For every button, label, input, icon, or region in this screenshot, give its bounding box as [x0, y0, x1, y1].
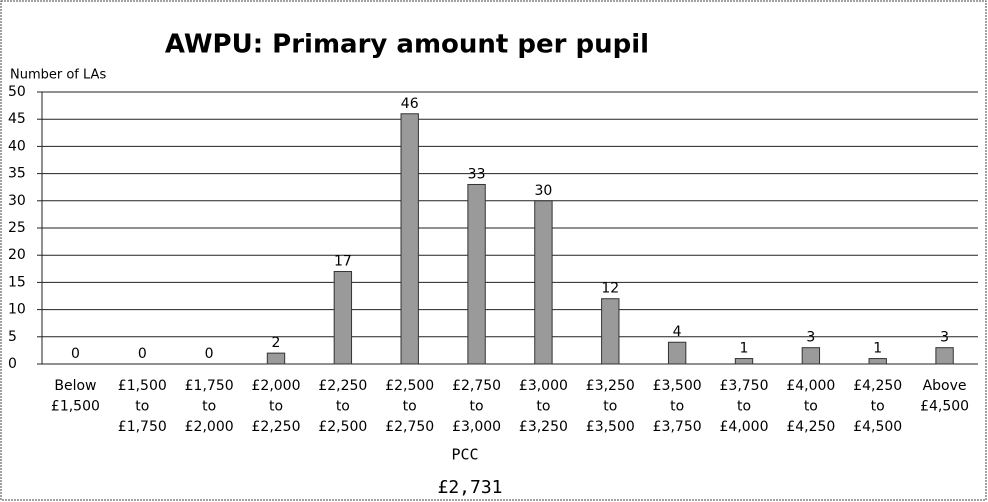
y-tick-label: 20	[8, 247, 26, 263]
x-tick-label: to	[804, 399, 818, 415]
x-tick-label: £2,500	[385, 378, 434, 394]
x-tick-label: Below	[54, 378, 96, 394]
bar	[534, 200, 553, 365]
x-tick-label: £1,750	[185, 378, 234, 394]
data-label: 33	[468, 166, 486, 182]
y-tick-label: 15	[8, 274, 26, 290]
data-label: 12	[601, 281, 619, 297]
data-label: 0	[205, 346, 214, 362]
y-tick-label: 30	[8, 193, 26, 209]
y-tick-label: 25	[8, 220, 26, 236]
bar	[467, 183, 486, 365]
x-tick-label: £4,500	[920, 399, 969, 415]
x-tick-label: £2,000	[185, 419, 234, 435]
data-label: 30	[535, 183, 553, 199]
x-tick-label: £3,000	[452, 419, 501, 435]
annotation: PCC	[451, 446, 478, 464]
y-tick-label: 35	[8, 166, 26, 182]
x-tick-label: to	[737, 399, 751, 415]
data-label: 1	[873, 341, 882, 357]
x-tick-label: £3,500	[586, 419, 635, 435]
x-tick-label: to	[470, 399, 484, 415]
x-tick-label: £2,750	[385, 419, 434, 435]
x-tick-label: £3,500	[653, 378, 702, 394]
bar	[734, 358, 754, 365]
x-tick-label: £3,750	[720, 378, 769, 394]
bar	[801, 347, 821, 365]
x-tick-label: £4,500	[853, 419, 902, 435]
x-tick-label: to	[871, 399, 885, 415]
data-label: 1	[740, 341, 749, 357]
y-tick-label: 50	[8, 84, 26, 100]
x-tick-label: Above	[923, 378, 967, 394]
data-label: 3	[806, 330, 815, 346]
x-tick-label: £2,250	[252, 419, 301, 435]
x-tick-label: £2,000	[252, 378, 301, 394]
x-tick-label: to	[536, 399, 550, 415]
y-tick-label: 45	[8, 111, 26, 127]
x-tick-label: £1,500	[118, 378, 167, 394]
x-tick-label: to	[603, 399, 617, 415]
x-tick-label: £4,250	[786, 419, 835, 435]
x-tick-label: to	[336, 399, 350, 415]
x-tick-label: £4,000	[786, 378, 835, 394]
x-tick-label: £1,750	[118, 419, 167, 435]
data-label: 0	[138, 346, 147, 362]
y-axis-label: Number of LAs	[10, 68, 106, 83]
data-label: 3	[940, 330, 949, 346]
x-tick-label: to	[202, 399, 216, 415]
y-tick-label: 40	[8, 138, 26, 154]
x-tick-label: £2,500	[318, 419, 367, 435]
bar	[667, 341, 687, 365]
data-label: 4	[673, 324, 682, 340]
bar	[400, 113, 419, 365]
x-tick-label: to	[670, 399, 684, 415]
x-tick-label: £3,750	[653, 419, 702, 435]
x-tick-label: £4,250	[853, 378, 902, 394]
bar	[601, 298, 620, 365]
data-label: 17	[334, 254, 352, 270]
data-label: 0	[71, 346, 80, 362]
x-tick-label: £2,250	[318, 378, 367, 394]
x-tick-label: £4,000	[720, 419, 769, 435]
bar	[935, 347, 954, 365]
data-label: 2	[272, 335, 281, 351]
bar	[266, 352, 286, 365]
bar	[868, 358, 887, 365]
x-tick-label: £2,750	[452, 378, 501, 394]
y-tick-label: 0	[8, 356, 17, 372]
x-tick-label: £1,500	[51, 399, 100, 415]
x-tick-label: £3,250	[586, 378, 635, 394]
chart-title: AWPU: Primary amount per pupil	[165, 30, 649, 60]
x-tick-label: £3,000	[519, 378, 568, 394]
x-tick-label: to	[269, 399, 283, 415]
bar	[333, 271, 353, 365]
x-tick-label: to	[135, 399, 149, 415]
x-tick-label: to	[403, 399, 417, 415]
y-tick-label: 5	[8, 329, 17, 345]
y-tick-label: 10	[8, 302, 26, 318]
annotation: £2,731	[437, 477, 502, 498]
data-label: 46	[401, 96, 419, 112]
x-tick-label: £3,250	[519, 419, 568, 435]
